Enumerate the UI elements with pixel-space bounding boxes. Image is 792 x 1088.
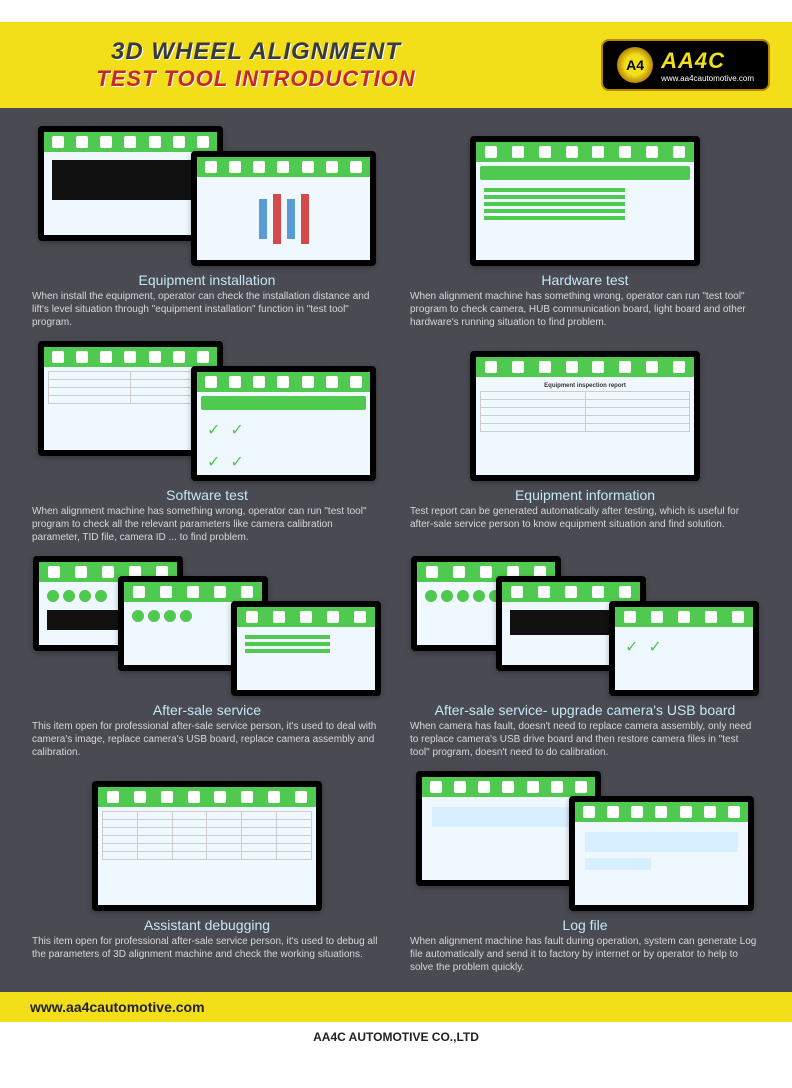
panel-equipment-installation: Equipment installation When install the … — [28, 126, 386, 329]
panel-desc: When camera has fault, doesn't need to r… — [406, 720, 764, 759]
title-sub: TEST TOOL INTRODUCTION — [0, 66, 512, 92]
screen — [191, 151, 376, 266]
panel-after-sale-usb: ✓✓ After-sale service- upgrade camera's … — [406, 556, 764, 759]
screens — [28, 771, 386, 911]
panel-title: Equipment installation — [28, 272, 386, 288]
screen — [231, 601, 381, 696]
screens — [28, 126, 386, 266]
page: 3D WHEEL ALIGNMENT TEST TOOL INTRODUCTIO… — [0, 22, 792, 1088]
screens — [406, 771, 764, 911]
screen — [92, 781, 322, 911]
screen: Equipment inspection report — [470, 351, 700, 481]
title-main: 3D WHEEL ALIGNMENT — [0, 38, 512, 66]
panel-title: Equipment information — [406, 487, 764, 503]
screens: ✓✓✓✓ — [28, 341, 386, 481]
screen: ✓✓✓✓ — [191, 366, 376, 481]
logo-badge: A4 AA4C www.aa4cautomotive.com — [601, 39, 770, 91]
panel-desc: Test report can be generated automatical… — [406, 505, 764, 531]
screens — [406, 126, 764, 266]
header-band: 3D WHEEL ALIGNMENT TEST TOOL INTRODUCTIO… — [0, 22, 792, 108]
panel-desc: This item open for professional after-sa… — [28, 720, 386, 759]
panel-software-test: ✓✓✓✓ Software test When alignment machin… — [28, 341, 386, 544]
logo-url: www.aa4cautomotive.com — [661, 74, 754, 83]
screens: ✓✓ — [406, 556, 764, 696]
panel-assistant-debugging: Assistant debugging This item open for p… — [28, 771, 386, 974]
panel-title: After-sale service — [28, 702, 386, 718]
panel-hardware-test: Hardware test When alignment machine has… — [406, 126, 764, 329]
header-titles: 3D WHEEL ALIGNMENT TEST TOOL INTRODUCTIO… — [0, 38, 512, 92]
panel-desc: When install the equipment, operator can… — [28, 290, 386, 329]
panel-equipment-information: Equipment inspection report Equipment in… — [406, 341, 764, 544]
panel-desc: This item open for professional after-sa… — [28, 935, 386, 961]
screen: ✓✓ — [609, 601, 759, 696]
panel-title: Log file — [406, 917, 764, 933]
screen — [569, 796, 754, 911]
logo-icon: A4 — [617, 47, 653, 83]
footer-url: www.aa4cautomotive.com — [30, 999, 205, 1015]
logo-text: AA4C — [661, 48, 754, 74]
screens: Equipment inspection report — [406, 341, 764, 481]
logo-text-wrap: AA4C www.aa4cautomotive.com — [661, 48, 754, 83]
panel-title: Software test — [28, 487, 386, 503]
footer-band: www.aa4cautomotive.com — [0, 992, 792, 1022]
screen — [470, 136, 700, 266]
panel-log-file: Log file When alignment machine has faul… — [406, 771, 764, 974]
content-grid: Equipment installation When install the … — [0, 108, 792, 992]
panel-after-sale-service: After-sale service This item open for pr… — [28, 556, 386, 759]
panel-desc: When alignment machine has fault during … — [406, 935, 764, 974]
panel-desc: When alignment machine has something wro… — [28, 505, 386, 544]
panel-title: Assistant debugging — [28, 917, 386, 933]
panel-desc: When alignment machine has something wro… — [406, 290, 764, 329]
panel-title: Hardware test — [406, 272, 764, 288]
screens — [28, 556, 386, 696]
footer-company: AA4C AUTOMOTIVE CO.,LTD — [0, 1022, 792, 1052]
panel-title: After-sale service- upgrade camera's USB… — [406, 702, 764, 718]
